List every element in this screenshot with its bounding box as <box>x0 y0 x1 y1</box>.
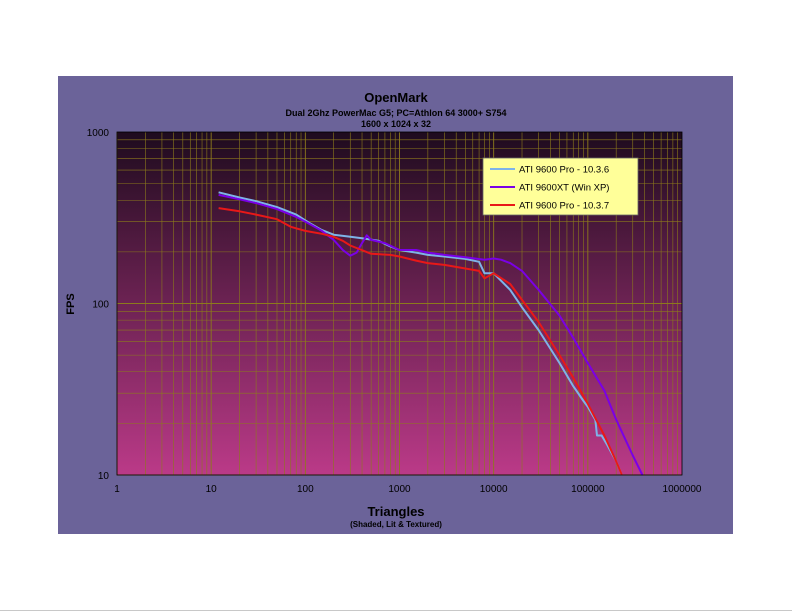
x-tick-label: 1000000 <box>663 484 702 495</box>
chart-title: OpenMark <box>364 90 428 105</box>
x-tick-label: 10 <box>206 484 218 495</box>
x-axis-ticks: 1 10 100 1000 10000 100000 1000000 <box>114 484 702 495</box>
x-tick-label: 1000 <box>388 484 411 495</box>
x-axis-label: Triangles <box>367 504 424 519</box>
legend-label: ATI 9600 Pro - 10.3.6 <box>519 165 609 176</box>
x-axis-sublabel: (Shaded, Lit & Textured) <box>350 520 442 529</box>
chart-subtitle-line-2: 1600 x 1024 x 32 <box>361 119 431 129</box>
series-layer <box>218 191 644 476</box>
y-tick-label: 100 <box>92 300 109 311</box>
page-divider <box>0 610 792 611</box>
chart-svg: OpenMark Dual 2Ghz PowerMac G5; PC=Athlo… <box>65 90 702 529</box>
x-tick-label: 100 <box>297 484 314 495</box>
y-axis-label: FPS <box>65 293 77 314</box>
legend-label: ATI 9600XT (Win XP) <box>519 183 609 194</box>
grid-lines <box>116 132 682 476</box>
y-axis-ticks: 10 100 1000 <box>87 128 110 482</box>
chart-figure: OpenMark Dual 2Ghz PowerMac G5; PC=Athlo… <box>58 76 733 534</box>
y-tick-label: 1000 <box>87 128 110 139</box>
y-tick-label: 10 <box>98 471 110 482</box>
chart-subtitle-line-1: Dual 2Ghz PowerMac G5; PC=Athlon 64 3000… <box>285 108 506 118</box>
legend: ATI 9600 Pro - 10.3.6 ATI 9600XT (Win XP)… <box>482 157 639 216</box>
x-tick-label: 10000 <box>480 484 508 495</box>
plot-border <box>116 131 683 476</box>
series-line-3 <box>218 207 623 476</box>
x-tick-label: 1 <box>114 484 120 495</box>
legend-label: ATI 9600 Pro - 10.3.7 <box>519 201 609 212</box>
x-tick-label: 100000 <box>571 484 605 495</box>
series-line-2 <box>218 193 644 476</box>
